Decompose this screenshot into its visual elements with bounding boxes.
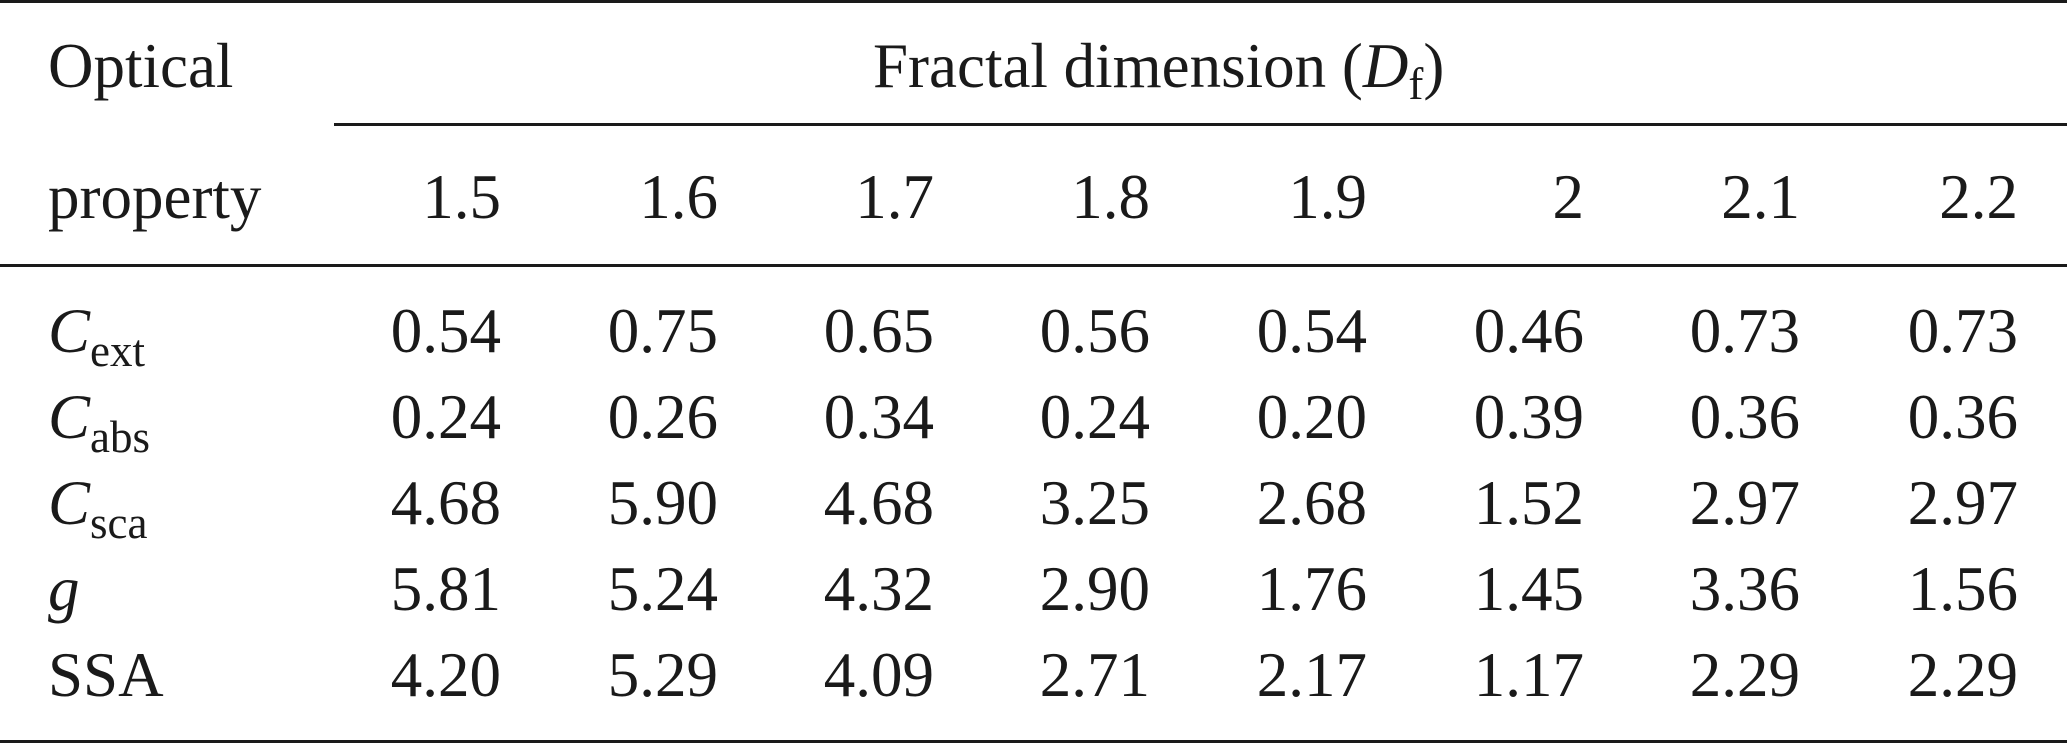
row-label-c-ext: Cext [48,300,145,374]
table-cell: 4.09 [823,640,934,710]
table-cell: 1.45 [1473,554,1584,624]
table-cell: 0.65 [823,296,934,366]
row-symbol: C [48,296,91,366]
table-cell: 3.25 [1039,468,1150,538]
table-cell: 2.97 [1689,468,1800,538]
table-cell: 0.56 [1039,296,1150,366]
table-cell: 4.68 [823,468,934,538]
group-header-symbol-subscript: f [1408,59,1424,109]
df-header-1: 1.5 [422,162,501,232]
row-label-g: g [48,558,80,621]
table-cell: 1.52 [1473,468,1584,538]
df-header-7: 2.1 [1721,162,1800,232]
group-header-suffix: ) [1423,31,1445,101]
table-cell: 0.39 [1473,382,1584,452]
df-header-6: 2 [1552,162,1585,232]
header-rule [0,264,2067,267]
column-header-property: property [48,162,262,232]
df-header-2: 1.6 [639,162,718,232]
group-header-prefix: Fractal dimension ( [873,31,1363,101]
table-cell: 5.29 [607,640,718,710]
table-cell: 5.90 [607,468,718,538]
table-cell: 2.29 [1907,640,2018,710]
row-symbol: g [48,554,80,624]
table-cell: 0.34 [823,382,934,452]
df-header-4: 1.8 [1071,162,1150,232]
table-cell: 2.90 [1039,554,1150,624]
table-cell: 0.20 [1256,382,1367,452]
group-header-symbol: D [1362,31,1409,101]
df-header-8: 2.2 [1939,162,2018,232]
bottom-rule [0,740,2067,743]
column-header-optical: Optical [48,31,234,101]
table-cell: 1.76 [1256,554,1367,624]
table-cell: 0.73 [1907,296,2018,366]
table-cell: 2.17 [1256,640,1367,710]
table-cell: 4.32 [823,554,934,624]
table-cell: 5.24 [607,554,718,624]
table-cell: 0.54 [1256,296,1367,366]
table-cell: 2.97 [1907,468,2018,538]
df-header-3: 1.7 [855,162,934,232]
row-symbol-subscript: ext [90,326,146,376]
row-symbol: C [48,382,91,452]
top-rule [0,0,2067,3]
group-header-fractal-dimension: Fractal dimension (Df) [873,35,1444,107]
table-cell: 0.46 [1473,296,1584,366]
row-label-c-abs: Cabs [48,386,150,460]
table-cell: 0.24 [390,382,501,452]
table-cell: 2.29 [1689,640,1800,710]
table-cell: 5.81 [390,554,501,624]
table-cell: 2.71 [1039,640,1150,710]
table-cell: 2.68 [1256,468,1367,538]
row-label-ssa: SSA [48,640,164,710]
table-cell: 0.75 [607,296,718,366]
table-cell: 4.68 [390,468,501,538]
table-cell: 0.24 [1039,382,1150,452]
table-cell: 3.36 [1689,554,1800,624]
table-cell: 4.20 [390,640,501,710]
table-cell: 1.17 [1473,640,1584,710]
group-header-rule [334,123,2067,126]
df-header-5: 1.9 [1288,162,1367,232]
row-symbol: C [48,468,91,538]
row-label-c-sca: Csca [48,472,148,546]
table-cell: 0.36 [1907,382,2018,452]
table-cell: 0.73 [1689,296,1800,366]
row-symbol-subscript: sca [90,498,148,548]
table-cell: 0.54 [390,296,501,366]
table-cell: 0.26 [607,382,718,452]
row-symbol-subscript: abs [90,412,151,462]
table-cell: 0.36 [1689,382,1800,452]
table-cell: 1.56 [1907,554,2018,624]
